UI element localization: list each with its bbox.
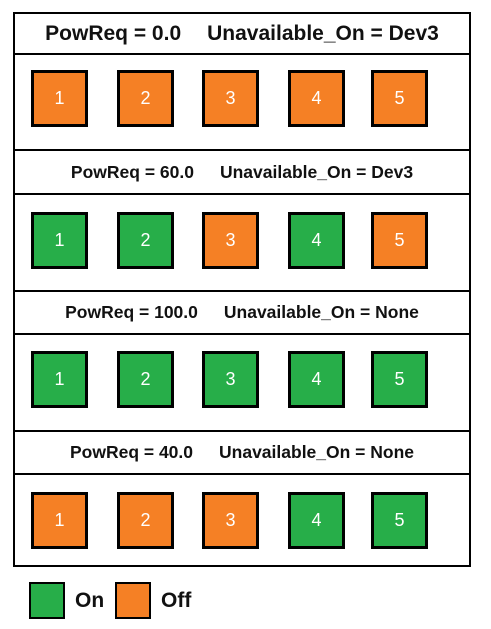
- unavailable-label: Unavailable_On = None: [223, 302, 419, 322]
- powreq-label: PowReq = 40.0: [69, 442, 194, 462]
- device-box: 1: [31, 212, 88, 269]
- device-box: 2: [117, 492, 174, 549]
- legend-on-label: On: [75, 589, 105, 612]
- scenario-header: PowReq = 40.0 Unavailable_On = None: [15, 432, 469, 475]
- unavailable-label: Unavailable_On = Dev3: [207, 21, 439, 45]
- legend-off-label: Off: [161, 589, 192, 612]
- scenario-header: PowReq = 60.0 Unavailable_On = Dev3: [15, 151, 469, 195]
- device-box: 5: [371, 492, 428, 549]
- scenario-header: PowReq = 0.0 Unavailable_On = Dev3: [15, 14, 469, 55]
- device-box: 1: [31, 492, 88, 549]
- device-box: 3: [202, 212, 259, 269]
- device-box: 4: [288, 492, 345, 549]
- device-box: 4: [288, 212, 345, 269]
- device-box: 1: [31, 70, 88, 127]
- device-box: 3: [202, 70, 259, 127]
- powreq-label: PowReq = 60.0: [70, 161, 194, 182]
- scenario-header: PowReq = 100.0 Unavailable_On = None: [15, 292, 469, 335]
- diagram-frame: PowReq = 0.0 Unavailable_On = Dev3 1 2 3 4 5 Po…: [13, 12, 471, 567]
- device-box: 5: [371, 351, 428, 408]
- device-box: 4: [288, 70, 345, 127]
- device-box: 1: [31, 351, 88, 408]
- device-box: 3: [202, 351, 259, 408]
- powreq-label: PowReq = 100.0: [65, 302, 198, 322]
- device-box: 5: [371, 212, 428, 269]
- unavailable-label: Unavailable_On = Dev3: [219, 161, 414, 182]
- device-box: 2: [117, 212, 174, 269]
- device-box: 5: [371, 70, 428, 127]
- legend: On Off: [29, 582, 229, 619]
- unavailable-label: Unavailable_On = None: [219, 442, 415, 462]
- device-box: 3: [202, 492, 259, 549]
- legend-on-swatch: [29, 582, 65, 619]
- device-box: 2: [117, 70, 174, 127]
- device-box: 4: [288, 351, 345, 408]
- device-box: 2: [117, 351, 174, 408]
- powreq-label: PowReq = 0.0: [45, 21, 182, 45]
- legend-off-swatch: [115, 582, 151, 619]
